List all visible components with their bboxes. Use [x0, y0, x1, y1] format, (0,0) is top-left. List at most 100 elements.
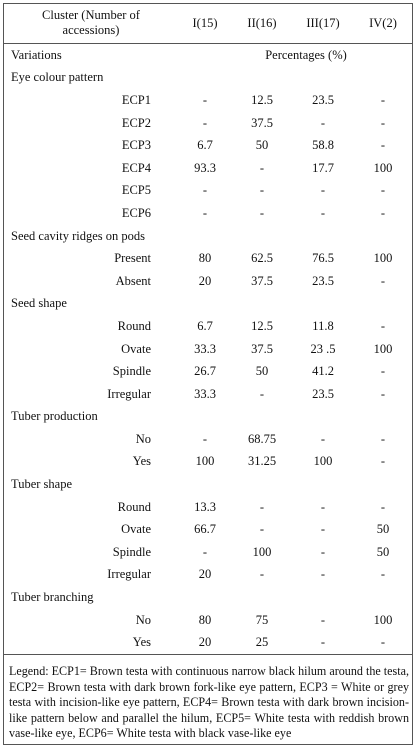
table-cell: 23 .5 [310, 341, 336, 356]
table-row: No - 68.75 - - [3, 428, 413, 451]
row-label: ECP3 [121, 138, 151, 153]
table-cell: - [320, 205, 326, 220]
row-label: Ovate [121, 522, 151, 537]
table-cell: - [380, 454, 386, 469]
table-cell: - [259, 386, 265, 401]
table-cell: 76.5 [312, 251, 334, 266]
table-cell: - [380, 205, 386, 220]
table-cell: - [293, 631, 353, 656]
section-title: Seed cavity ridges on pods [11, 228, 146, 243]
row-label: Spindle [112, 364, 151, 379]
table-row: Present 80 62.5 76.5 100 [3, 247, 413, 270]
table-row: ECP4 93.3 - 17.7 100 [3, 157, 413, 180]
table-cell: - [202, 431, 208, 446]
table-cell: 6.7 [197, 138, 213, 153]
data-table: Cluster (Number of accessions) I(15) II(… [3, 3, 413, 656]
section-title: Seed shape [11, 296, 67, 311]
section-row: Seed cavity ridges on pods [3, 225, 413, 248]
row-label: ECP5 [121, 183, 151, 198]
table-cell: 23.5 [312, 273, 334, 288]
section-row: Tuber shape [3, 473, 413, 496]
table-cell: - [320, 499, 326, 514]
table-cell: - [320, 183, 326, 198]
table-cell: - [259, 160, 265, 175]
row-label: Round [117, 318, 151, 333]
table-cell: 12.5 [251, 318, 273, 333]
table-cell: 11.8 [312, 318, 334, 333]
table-cell: - [202, 92, 208, 107]
table-row: ECP5 - - - - [3, 180, 413, 203]
column-header-1: I(15) [179, 3, 231, 44]
row-label: Yes [3, 631, 179, 656]
header-row: Cluster (Number of accessions) I(15) II(… [3, 3, 413, 44]
table-cell: 68.75 [247, 431, 277, 446]
table-cell: 93.3 [194, 160, 216, 175]
table-row: Round 6.7 12.5 11.8 - [3, 315, 413, 338]
table-cell: - [380, 386, 386, 401]
row-label: Irregular [107, 386, 151, 401]
table-cell: - [380, 499, 386, 514]
row-label: Ovate [121, 341, 151, 356]
row-label: Spindle [112, 544, 151, 559]
table-cell: 20 [198, 273, 212, 288]
table-row: Irregular 33.3 - 23.5 - [3, 383, 413, 406]
table-row: Spindle 26.7 50 41.2 - [3, 360, 413, 383]
table-cell: - [380, 138, 386, 153]
table-cell: 33.3 [194, 386, 216, 401]
table-cell: 13.3 [194, 499, 216, 514]
table-cell: - [320, 115, 326, 130]
cluster-header: Cluster (Number of accessions) [3, 3, 179, 44]
table-row: Spindle - 100 - 50 [3, 541, 413, 564]
section-row: Tuber branching [3, 586, 413, 609]
variations-row: Variations Percentages (%) [3, 44, 413, 67]
table-row: Ovate 33.3 37.5 23 .5 100 [3, 338, 413, 361]
table-cell: - [380, 318, 386, 333]
row-label: ECP2 [121, 115, 151, 130]
table-cell: - [380, 364, 386, 379]
section-row: Seed shape [3, 293, 413, 316]
table-cell: 41.2 [312, 364, 334, 379]
table-cell: 25 [231, 631, 293, 656]
table-cell: - [380, 273, 386, 288]
section-title: Eye colour pattern [11, 70, 104, 85]
table-cell: - [259, 499, 265, 514]
column-header-4: IV(2) [353, 3, 413, 44]
table-cell: - [380, 92, 386, 107]
column-header-2: II(16) [231, 3, 293, 44]
table-cell: 33.3 [194, 341, 216, 356]
legend: Legend: ECP1= Brown testa with continuou… [9, 664, 409, 741]
table-cell: 37.5 [251, 341, 273, 356]
table-row: Ovate 66.7 - - 50 [3, 518, 413, 541]
table-cell: 20 [179, 631, 231, 656]
table-cell: 20 [198, 567, 212, 582]
table-row: ECP6 - - - - [3, 202, 413, 225]
table-cell: 100 [373, 341, 393, 356]
table-cell: 50 [255, 138, 269, 153]
table-cell: 100 [373, 612, 393, 627]
table-cell: - [320, 431, 326, 446]
table-cell: 100 [313, 454, 333, 469]
table-cell: 80 [198, 612, 212, 627]
table-cell: - [380, 115, 386, 130]
table-cell: 58.8 [312, 138, 334, 153]
section-title: Tuber production [11, 409, 98, 424]
table-cell: 75 [255, 612, 269, 627]
row-label: Present [114, 251, 151, 266]
row-label: ECP1 [121, 92, 151, 107]
section-row: Tuber production [3, 406, 413, 429]
row-label: ECP4 [121, 160, 151, 175]
table-cell: - [202, 183, 208, 198]
table-cell: - [380, 567, 386, 582]
table-cell: 17.7 [312, 160, 334, 175]
section-title: Tuber shape [11, 477, 72, 492]
table-cell: - [320, 522, 326, 537]
table-row: ECP2 - 37.5 - - [3, 112, 413, 135]
table-cell: - [380, 183, 386, 198]
row-label: Irregular [107, 567, 151, 582]
section-title: Tuber branching [11, 590, 94, 605]
table-row: ECP1 - 12.5 23.5 - [3, 89, 413, 112]
table-row: Yes 100 31.25 100 - [3, 451, 413, 474]
table-cell: - [320, 544, 326, 559]
table-cell: 62.5 [251, 251, 273, 266]
table-cell: 80 [198, 251, 212, 266]
